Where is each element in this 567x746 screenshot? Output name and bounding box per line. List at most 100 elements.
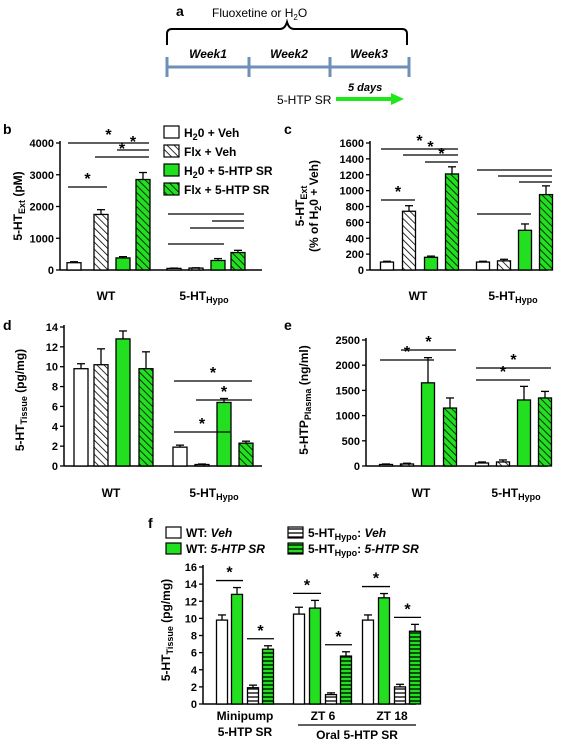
bar-e — [537, 397, 553, 467]
legend-swatch-hypo-veh — [287, 526, 304, 539]
legend-label-flx-5htp: Flx + 5-HTP SR — [184, 183, 270, 197]
week2-label: Week2 — [270, 47, 308, 61]
bar-c — [517, 229, 533, 271]
bar-f — [246, 687, 260, 705]
bar-b — [135, 178, 151, 271]
x-group-label-e-wt: WT — [412, 486, 431, 500]
significance-star-e: * — [510, 352, 517, 369]
y-tick-label-e: 1500 — [336, 385, 360, 397]
x-tick-f-minipump-line2: 5-HTP SR — [218, 725, 273, 739]
y-tick-label-f: 16 — [185, 562, 197, 574]
legend-swatch-wt-veh — [165, 526, 182, 539]
y-tick-label-c: 0 — [358, 265, 364, 277]
significance-star-e: * — [425, 334, 432, 351]
days-label: 5 days — [348, 82, 382, 94]
legend-swatch-hypo-5htp — [287, 542, 304, 555]
y-tick-label-f: 0 — [191, 699, 197, 711]
legend-label-h2o-5htp: H20 + 5-HTP SR — [184, 164, 273, 180]
bar-c — [444, 173, 460, 271]
y-tick-label-f: 6 — [191, 648, 197, 660]
y-tick-label-c: 400 — [346, 233, 364, 245]
bar-f — [230, 593, 244, 705]
x-group-label-c-wt: WT — [409, 289, 428, 303]
x-tick-f-minipump-line1: Minipump — [217, 709, 274, 723]
legend-label-flx-veh: Flx + Veh — [184, 145, 236, 159]
x-group-label-d-wt: WT — [102, 486, 121, 500]
treatment-bracket — [166, 18, 408, 45]
significance-star-e: * — [500, 364, 507, 381]
y-axis-label-b: 5-HTExt (pM) — [11, 171, 27, 240]
days-arrow-head — [391, 93, 404, 105]
bar-d — [172, 446, 188, 467]
x-group-label-b-hypo: 5-HTHypo — [179, 289, 229, 305]
bar-f — [324, 693, 338, 705]
legend-label-wt-5htp: WT: 5-HTP SR — [186, 542, 265, 556]
bar-f — [377, 597, 391, 705]
bar-e — [474, 462, 490, 467]
significance-star-f: * — [335, 629, 342, 646]
bar-f — [393, 686, 407, 705]
week1-label: Week1 — [189, 47, 227, 61]
x-tick-f-zt6: ZT 6 — [311, 709, 336, 723]
legend-swatch-h2o-5htp — [163, 163, 180, 177]
y-tick-label-d: 6 — [52, 401, 58, 413]
bar-c — [496, 260, 512, 271]
panel-e: e 5-HTPPlasma (ng/ml) 0 500 1000 1500 2000 25… — [284, 317, 553, 502]
y-tick-label-d: 12 — [46, 342, 58, 354]
y-tick-label-b: 1000 — [30, 233, 54, 245]
panel-letter-c: c — [284, 121, 292, 137]
y-tick-label-f: 14 — [185, 579, 198, 591]
bar-d — [115, 338, 131, 467]
y-axis-label-f: 5-HTTissue (pg/mg) — [159, 579, 175, 681]
bar-b — [115, 257, 131, 271]
bar-e — [378, 463, 394, 467]
y-tick-label-f: 12 — [185, 596, 197, 608]
panel-letter-a: a — [176, 3, 184, 19]
bar-b — [230, 251, 246, 271]
y-tick-label-e: 2000 — [336, 360, 360, 372]
significance-star-f: * — [226, 565, 233, 582]
y-tick-label-b: 3000 — [30, 170, 54, 182]
legend-label-wt-veh: WT: Veh — [186, 526, 232, 540]
significance-star-b: * — [105, 127, 112, 144]
bar-f — [308, 607, 322, 705]
bar-e — [399, 463, 415, 467]
bar-f — [361, 619, 375, 705]
bar-f — [292, 613, 306, 705]
y-tick-label-c: 1400 — [340, 154, 364, 166]
timeline-ticks — [165, 57, 411, 77]
bar-d — [238, 442, 254, 467]
y-tick-label-f: 8 — [191, 631, 197, 643]
panel-a: a Fluoxetine or H2O Week1 Week2 Week3 5-… — [165, 3, 411, 107]
significance-star-e: * — [404, 344, 411, 361]
panel-letter-f: f — [148, 515, 153, 531]
bar-f — [261, 648, 275, 705]
y-tick-label-d: 10 — [46, 362, 58, 374]
bar-c — [379, 261, 395, 271]
y-tick-label-e: 500 — [342, 436, 360, 448]
significance-star-d: * — [199, 416, 206, 433]
bar-f — [339, 655, 353, 705]
bar-e — [442, 407, 458, 467]
y-tick-label-b: 2000 — [30, 202, 54, 214]
y-tick-label-b: 4000 — [30, 138, 54, 150]
legend-swatch-flx-veh — [163, 144, 180, 158]
drug-label: 5-HTP SR — [277, 93, 332, 107]
y-axis-label-d: 5-HTTissue (pg/mg) — [13, 349, 29, 451]
bar-d — [93, 364, 109, 467]
x-group-label-d-hypo: 5-HTHypo — [189, 486, 239, 502]
y-axis-label-c-line2: (% of H20 + Veh) — [307, 160, 323, 252]
x-tick-f-zt18: ZT 18 — [376, 709, 408, 723]
bar-d — [73, 368, 89, 467]
legend-swatch-wt-5htp — [165, 542, 182, 555]
x-group-label-b-wt: WT — [97, 289, 116, 303]
bar-b — [210, 259, 226, 271]
legend-swatch-h2o-veh — [163, 125, 180, 139]
y-tick-label-e: 0 — [354, 461, 360, 473]
significance-star-c: * — [438, 146, 445, 163]
